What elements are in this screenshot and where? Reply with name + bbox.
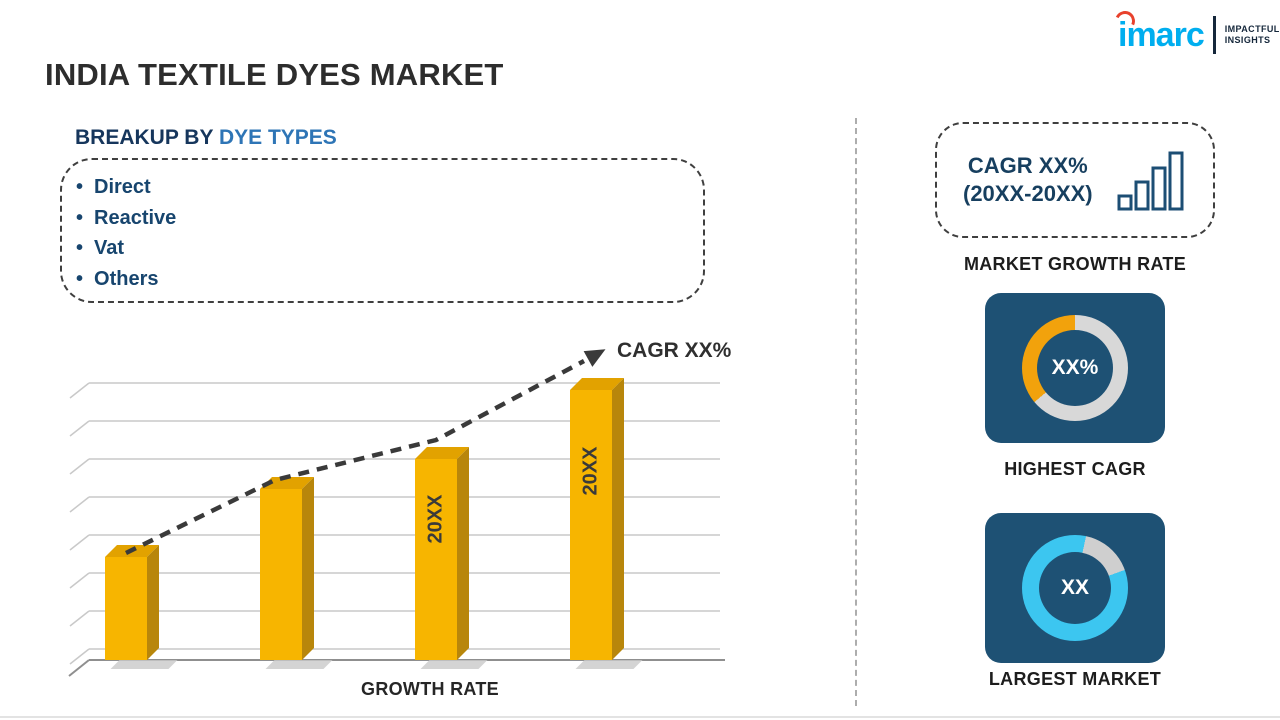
bullet-icon: •: [76, 267, 84, 290]
growth-box-text: CAGR XX% (20XX-20XX): [963, 152, 1093, 208]
bar-side-face: [302, 477, 314, 660]
bullet-icon: •: [76, 206, 84, 229]
market-growth-rate-label: MARKET GROWTH RATE: [963, 254, 1187, 274]
bar-shadow: [575, 660, 643, 669]
highest-cagr-card: XX%: [985, 293, 1165, 443]
breakup-heading-highlight: DYE TYPES: [218, 126, 337, 149]
list-item: • Direct: [76, 172, 176, 203]
largest-market-value: XX: [1060, 576, 1089, 599]
largest-market-label: LARGEST MARKET: [988, 669, 1162, 689]
tagline-line-2: INSIGHTS: [1224, 35, 1271, 45]
bar-shadow: [110, 660, 178, 669]
bar-side-face: [612, 378, 624, 660]
bar-value-label: 20XX: [424, 494, 447, 544]
highest-cagr-label: HIGHEST CAGR: [1004, 459, 1146, 479]
list-item-label: Vat: [94, 237, 125, 259]
largest-market-donut: XX: [1022, 535, 1128, 641]
brand-wordmark: imarc: [1118, 16, 1205, 54]
list-item-label: Reactive: [94, 206, 177, 229]
highest-cagr-donut: XX%: [1022, 315, 1128, 421]
imarc-logo: imarc IMPACTFUL INSIGHTS: [1112, 8, 1280, 54]
highest-cagr-value: XX%: [1051, 356, 1099, 379]
bar-side-face: [457, 447, 469, 660]
bar-group: 20XX 20XX: [65, 378, 730, 683]
page-title: INDIA TEXTILE DYES MARKET: [45, 57, 504, 92]
imarc-brand-text: imarc: [1112, 8, 1205, 54]
bar-shadow: [265, 660, 333, 669]
section-divider: [855, 118, 857, 706]
bar-3: 20XX: [415, 447, 469, 660]
bullet-icon: •: [76, 176, 84, 198]
bar-chart-icon: [1117, 151, 1184, 211]
donut-hole: [1039, 552, 1111, 624]
breakup-heading-prefix: BREAKUP BY: [75, 126, 214, 149]
logo-divider: [1212, 16, 1216, 54]
growth-rate-chart: 20XX 20XX: [65, 378, 730, 683]
logo-tagline: IMPACTFUL INSIGHTS: [1225, 24, 1280, 46]
list-item-label: Others: [94, 267, 159, 290]
largest-market-card: XX: [985, 513, 1165, 663]
market-growth-box: CAGR XX% (20XX-20XX): [935, 122, 1215, 238]
bar-4: 20XX: [570, 378, 624, 660]
bar-2: [260, 477, 314, 660]
list-item: • Others: [76, 264, 176, 295]
bullet-icon: •: [76, 237, 84, 259]
bottom-rule: [0, 716, 1280, 718]
list-item: • Vat: [76, 233, 176, 264]
bar-shadow: [420, 660, 488, 669]
growth-box-line2: (20XX-20XX): [963, 181, 1093, 206]
bar-value-label: 20XX: [579, 446, 602, 496]
list-item-label: Direct: [94, 176, 151, 198]
bar-side-face: [147, 545, 159, 660]
tagline-line-1: IMPACTFUL: [1224, 24, 1280, 34]
dye-types-box: [60, 158, 705, 303]
cagr-annotation: CAGR XX%: [617, 339, 732, 362]
list-item: • Reactive: [76, 203, 176, 234]
dye-types-list: • Direct • Reactive • Vat • Others: [76, 172, 176, 294]
breakup-heading: BREAKUP BY DYE TYPES: [75, 126, 337, 150]
donut-hole: [1037, 330, 1113, 406]
chart-x-axis-label: GROWTH RATE: [361, 679, 499, 699]
growth-box-line1: CAGR XX%: [967, 153, 1088, 178]
bar-1: [105, 545, 159, 660]
